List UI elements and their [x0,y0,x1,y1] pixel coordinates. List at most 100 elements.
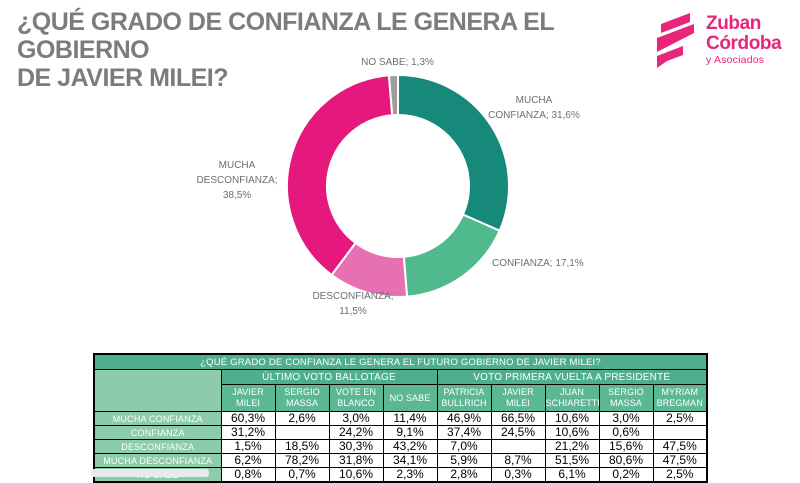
table-group-header-row: ÚLTIMO VOTO BALLOTAGE VOTO PRIMERA VUELTA… [93,369,708,412]
value-cell: 9,1% [382,425,438,440]
logo-text: Zuban Córdoba y Asociados [706,13,782,67]
column-header: SERGIO MASSA [274,384,330,412]
value-cell: 0,6% [598,425,654,440]
column-header: VOTE EN BLANCO [328,384,384,412]
value-cell: 5,9% [436,453,492,468]
value-cell: 60,3% [220,411,276,426]
value-cell: 2,8% [436,467,492,483]
value-cell: 24,2% [328,425,384,440]
logo-stripes-icon [657,13,694,68]
table-row: MUCHA CONFIANZA 60,3% 2,6% 3,0% 11,4% 46,9% 66… [93,411,708,426]
slice-label-line: DESCONFIANZA; [196,175,278,186]
value-cell: 47,5% [652,439,708,454]
table-row: MUCHA DESCONFIANZA 6,2% 78,2% 31,8% 34,1% 5,9… [93,453,708,468]
value-cell: 37,4% [436,425,492,440]
row-label: DESCONFIANZA [93,439,222,454]
row-label: MUCHA CONFIANZA [93,411,222,426]
value-cell: 31,2% [220,425,276,440]
logo-name-line-1: Zuban [706,13,761,35]
row-label: MUCHA DESCONFIANZA [93,453,222,468]
donut-slice-mucha-confianza [397,73,510,233]
slice-label-desconfianza: DESCONFIANZA; 11,5% [303,289,403,319]
crosstab-table: ¿QUÉ GRADO DE CONFIANZA LE GENERA EL FUT… [93,353,708,483]
value-cell: 0,8% [220,467,276,483]
value-cell: 2,5% [652,467,708,483]
row-label: CONFIANZA [93,425,222,440]
value-cell: 10,6% [544,425,600,440]
table-column-header-row: JAVIER MILEI SERGIO MASSA VOTE EN BLANCO NO… [94,384,708,412]
value-cell: 15,6% [598,439,654,454]
value-cell: 78,2% [274,453,330,468]
column-header: SERGIO MASSA [598,384,654,412]
slice-label-line: 38,5% [222,190,252,201]
value-cell: 1,5% [220,439,276,454]
column-header: JAVIER MILEI [220,384,276,412]
logo-name-line-2: Córdoba [706,32,782,54]
value-cell: 0,2% [598,467,654,483]
value-cell: 51,5% [544,453,600,468]
value-cell: 66,5% [490,411,546,426]
value-cell: 10,6% [328,467,384,483]
column-header: JAVIER MILEI [490,384,546,412]
slice-label-mucha-desconfianza: MUCHA DESCONFIANZA; 38,5% [189,158,285,203]
column-header: NO SABE [382,384,438,412]
column-header: MYRIAM BREGMAN [652,384,708,412]
donut-slice-mucha-desconfianza [286,74,394,277]
value-cell [652,425,708,440]
value-cell: 2,3% [382,467,438,483]
table-title-row: ¿QUÉ GRADO DE CONFIANZA LE GENERA EL FUT… [93,353,708,370]
slice-label-line: NO SABE; 1,3% [361,57,434,68]
value-cell: 11,4% [382,411,438,426]
value-cell: 0,3% [490,467,546,483]
page-title-line-1: ¿QUÉ GRADO DE CONFIANZA LE GENERA EL GOB… [17,8,554,64]
value-cell: 10,6% [544,411,600,426]
page-title-line-2: DE JAVIER MILEI? [17,64,229,92]
value-cell: 34,1% [382,453,438,468]
value-cell: 3,0% [328,411,384,426]
value-cell: 46,9% [436,411,492,426]
table-title: ¿QUÉ GRADO DE CONFIANZA LE GENERA EL FUT… [93,353,708,370]
slice-label-line: 11,5% [339,306,367,317]
value-cell: 2,6% [274,411,330,426]
logo-tagline: y Asociados [706,54,765,67]
value-cell: 2,5% [652,411,708,426]
slice-label-line: MUCHA [218,160,256,171]
value-cell: 24,5% [490,425,546,440]
slice-label-confianza: CONFIANZA; 17,1% [492,256,622,271]
column-header: PATRICIA BULLRICH [436,384,492,412]
value-cell: 7,0% [436,439,492,454]
value-cell: 8,7% [490,453,546,468]
column-header: JUAN SCHIARETTI [544,384,600,412]
table-corner-cell [93,369,222,412]
value-cell: 6,2% [220,453,276,468]
donut-slice-confianza [402,213,501,298]
value-cell: 43,2% [382,439,438,454]
slice-label-line: DESCONFIANZA; [312,291,394,302]
value-cell: 18,5% [274,439,330,454]
table-row: DESCONFIANZA 1,5% 18,5% 30,3% 43,2% 7,0% 21,2%… [93,439,708,454]
value-cell: 80,6% [598,453,654,468]
value-cell: 21,2% [544,439,600,454]
table-row: CONFIANZA 31,2% 24,2% 9,1% 37,4% 24,5% 10,6% 0,… [93,425,708,440]
page-title: ¿QUÉ GRADO DE CONFIANZA LE GENERA EL GOB… [17,8,637,92]
slice-label-line: CONFIANZA; 31,6% [488,110,580,121]
column-group-header: VOTO PRIMERA VUELTA A PRESIDENTE [436,369,708,385]
slice-label-mucha-confianza: MUCHA CONFIANZA; 31,6% [479,93,589,123]
value-cell: 3,0% [598,411,654,426]
value-cell: 30,3% [328,439,384,454]
slice-label-line: MUCHA [515,95,553,106]
column-group-header: ÚLTIMO VOTO BALLOTAGE [220,369,438,385]
value-cell [274,425,330,440]
value-cell: 31,8% [328,453,384,468]
zuban-cordoba-logo: Zuban Córdoba y Asociados [650,8,792,72]
value-cell [490,439,546,454]
slice-label-no-sabe: NO SABE; 1,3% [345,55,450,70]
value-cell: 6,1% [544,467,600,483]
slice-label-line: CONFIANZA; 17,1% [492,258,584,269]
value-cell: 47,5% [652,453,708,468]
footer-ghost-box [91,469,209,477]
donut-slice-no-sabe [387,73,399,117]
confidence-donut-chart [286,73,510,298]
value-cell: 0,7% [274,467,330,483]
